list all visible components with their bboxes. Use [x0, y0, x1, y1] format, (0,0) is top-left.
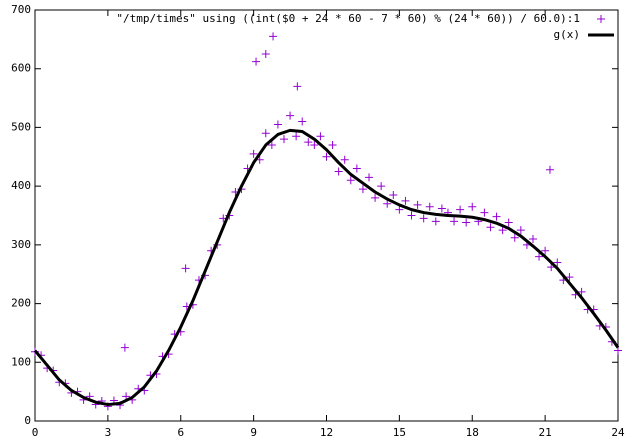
x-tick-label: 3	[105, 426, 112, 439]
data-point	[261, 50, 270, 59]
x-tick-label: 15	[393, 426, 406, 439]
data-point	[310, 141, 319, 150]
data-point	[304, 138, 313, 147]
data-point	[316, 132, 325, 141]
data-point	[553, 258, 562, 267]
data-point	[545, 165, 554, 174]
data-point	[261, 129, 270, 138]
data-point	[252, 57, 261, 66]
x-tick-label: 21	[539, 426, 552, 439]
data-point	[492, 212, 501, 221]
data-point	[541, 246, 550, 255]
data-point	[462, 218, 471, 227]
data-point	[358, 185, 367, 194]
legend-marker	[597, 15, 605, 23]
y-tick-label: 600	[11, 62, 31, 75]
data-point	[395, 205, 404, 214]
data-point	[292, 132, 301, 141]
data-point	[498, 226, 507, 235]
data-point	[377, 182, 386, 191]
data-point	[346, 176, 355, 185]
data-point	[181, 264, 190, 273]
data-point	[504, 218, 513, 227]
y-tick-label: 200	[11, 297, 31, 310]
data-point	[419, 214, 428, 223]
data-point	[510, 233, 519, 242]
data-point	[450, 217, 459, 226]
point-series	[31, 32, 622, 411]
data-point	[425, 202, 434, 211]
data-point	[371, 193, 380, 202]
data-point	[401, 196, 410, 205]
y-tick-label: 100	[11, 355, 31, 368]
y-tick-label: 400	[11, 179, 31, 192]
data-point	[328, 141, 337, 150]
legend-label: "/tmp/times" using ((int($0 + 24 * 60 - …	[116, 12, 580, 25]
y-tick-label: 700	[11, 3, 31, 16]
data-point	[120, 343, 129, 352]
legend-label: g(x)	[554, 28, 581, 41]
data-point	[614, 346, 622, 355]
data-point	[273, 120, 282, 129]
data-point	[286, 111, 295, 120]
data-point	[249, 149, 258, 158]
data-point	[528, 234, 537, 243]
y-tick-label: 0	[24, 414, 31, 427]
data-point	[437, 204, 446, 213]
data-point	[565, 273, 574, 282]
data-point	[352, 164, 361, 173]
data-point	[293, 82, 302, 91]
data-point	[577, 287, 586, 296]
data-point	[486, 223, 495, 232]
data-point	[480, 208, 489, 217]
curve	[33, 128, 620, 407]
data-point	[383, 199, 392, 208]
data-point	[267, 141, 276, 150]
data-point	[468, 202, 477, 211]
x-tick-label: 0	[32, 426, 39, 439]
data-point	[269, 32, 278, 41]
x-tick-label: 6	[177, 426, 184, 439]
data-point	[279, 135, 288, 144]
y-tick-label: 500	[11, 120, 31, 133]
x-tick-label: 9	[250, 426, 257, 439]
data-point	[365, 173, 374, 182]
y-tick-label: 300	[11, 238, 31, 251]
data-point	[322, 152, 331, 161]
data-point	[334, 167, 343, 176]
data-point	[516, 226, 525, 235]
data-point	[298, 117, 307, 126]
x-tick-label: 12	[320, 426, 333, 439]
data-point	[535, 252, 544, 261]
data-point	[340, 155, 349, 164]
data-point	[456, 205, 465, 214]
data-point	[407, 211, 416, 220]
data-point	[389, 190, 398, 199]
x-tick-label: 24	[611, 426, 625, 439]
plot-frame	[34, 9, 619, 422]
legend: "/tmp/times" using ((int($0 + 24 * 60 - …	[116, 12, 614, 41]
data-point	[413, 200, 422, 209]
data-point	[431, 217, 440, 226]
x-tick-label: 18	[466, 426, 479, 439]
